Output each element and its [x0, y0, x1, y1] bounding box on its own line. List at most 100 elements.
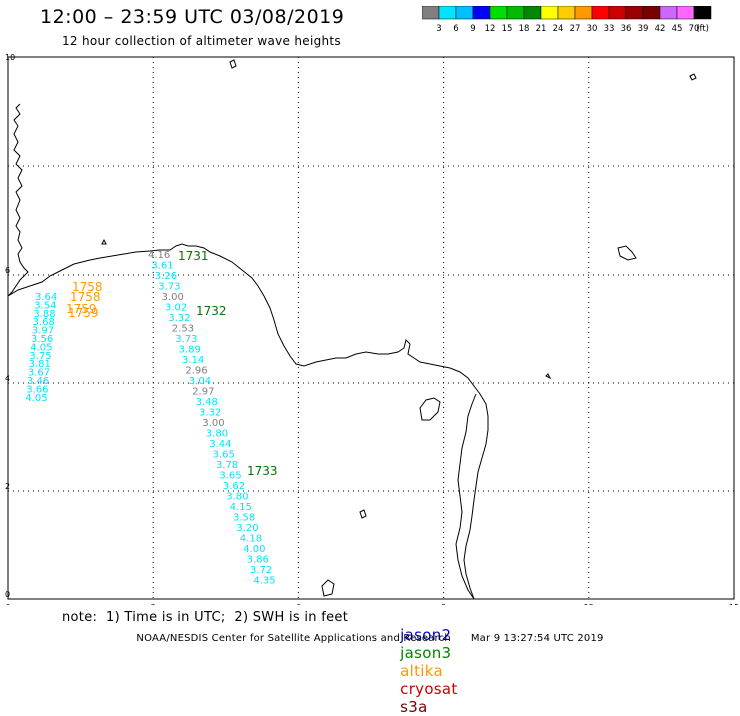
track-value: 3.75	[29, 351, 51, 362]
track-value: 3.00	[162, 292, 184, 303]
track-value: 3.56	[31, 334, 53, 345]
colorbar-label: 15	[502, 24, 513, 34]
colorbar-label: 30	[587, 24, 598, 34]
island-east	[617, 245, 637, 261]
island-ne	[689, 73, 697, 81]
colorbar-label: 45	[672, 24, 683, 34]
track-value: 3.62	[223, 481, 245, 492]
track-value: 2.96	[185, 366, 207, 377]
x-tick-label: 9	[441, 603, 446, 605]
pass-time-label: 1732	[196, 304, 227, 318]
legend-jason2: jason2	[400, 626, 452, 644]
track-value: 2.97	[192, 387, 214, 398]
pass-time-label: 1759	[68, 306, 99, 320]
track-value: 3.66	[26, 384, 48, 395]
footer-org: NOAA/NESDIS Center for Satellite Applica…	[136, 633, 451, 644]
x-tick-label: 12	[584, 603, 594, 605]
pass-time-label: 1733	[247, 464, 278, 478]
satellite-legend: jason2 jason3 altika cryosat s3a	[390, 608, 468, 716]
axis-tick-labels: 0 3 6 9 12 15 0 2 4 6 10	[5, 53, 739, 605]
wave-height-colorbar: 3 6 9 12 15 18 21 24 27 30 33 36 39 42 45 70(ft)	[422, 6, 712, 34]
track-value: 3.80	[206, 429, 228, 440]
track-value: 4.16	[148, 250, 170, 261]
track-value: 3.04	[189, 376, 211, 387]
y-tick-label: 10	[5, 53, 15, 62]
colorbar-label: 24	[553, 24, 564, 34]
track-value: 3.80	[226, 492, 248, 503]
island-south	[321, 579, 335, 597]
colorbar-unit: (ft)	[696, 24, 709, 34]
track-value: 3.44	[209, 439, 231, 450]
x-tick-label: 6	[296, 603, 301, 605]
track-value: 4.00	[243, 544, 265, 555]
coastline	[7, 59, 697, 600]
track-value: 3.14	[182, 355, 204, 366]
track-value: 4.35	[253, 576, 275, 587]
track-value: 2.53	[172, 324, 194, 335]
footer-timestamp: Mar 9 13:27:54 UTC 2019	[470, 633, 604, 644]
track-value: 3.72	[250, 565, 272, 576]
track-value: 3.88	[33, 309, 55, 320]
coastline-north	[7, 243, 489, 600]
map-note: note: 1) Time is in UTC; 2) SWH is in fe…	[62, 610, 349, 625]
track-value: 3.61	[151, 261, 173, 272]
track-value: 3.97	[32, 326, 54, 337]
track-value: 3.81	[29, 359, 51, 370]
pass-time-label: 1758	[72, 280, 103, 294]
x-tick-label: 15	[729, 603, 739, 605]
map-subtitle: 12 hour collection of altimeter wave hei…	[62, 34, 341, 48]
legend-s3a: s3a	[400, 698, 428, 716]
colorbar-label: 12	[485, 24, 496, 34]
track-value: 3.65	[219, 471, 241, 482]
pass-time-label: 1758	[70, 290, 101, 304]
colorbar-label: 39	[638, 24, 649, 34]
x-tick-label: 0	[5, 603, 10, 605]
track-value: 3.67	[28, 368, 50, 379]
x-tick-label: 3	[151, 603, 156, 605]
colorbar-label: 42	[655, 24, 666, 34]
pass-time-label: 1731	[178, 249, 209, 263]
track-value: 3.00	[202, 418, 224, 429]
footer: NOAA/NESDIS Center for Satellite Applica…	[0, 633, 740, 644]
coastline-peninsula	[455, 393, 477, 600]
track-value: 3.46	[27, 376, 49, 387]
map-frame	[7, 56, 735, 600]
y-tick-label: 0	[5, 590, 10, 599]
lake	[419, 397, 441, 421]
colorbar-swatch	[693, 6, 712, 20]
track-value: 3.73	[158, 282, 180, 293]
island-e2	[545, 373, 552, 380]
colorbar-label: 18	[519, 24, 530, 34]
track-value: 3.78	[216, 460, 238, 471]
colorbar-label: 21	[536, 24, 547, 34]
legend-jason3: jason3	[400, 644, 452, 662]
wave-height-map[interactable]: 03691215024610 3.643.543.883.683.973.564…	[0, 0, 740, 605]
track-value: 3.32	[199, 408, 221, 419]
track-value: 4.15	[230, 502, 252, 513]
colorbar-label: 33	[604, 24, 615, 34]
track-value: 3.32	[168, 313, 190, 324]
track-value: 3.86	[247, 555, 269, 566]
island-sw	[359, 509, 367, 519]
track-value: 3.64	[35, 292, 57, 303]
track-value: 3.26	[155, 271, 177, 282]
colorbar-label: 70	[689, 24, 700, 34]
y-tick-label: 4	[5, 374, 10, 383]
track-value: 3.02	[165, 303, 187, 314]
track-value: 3.48	[196, 397, 218, 408]
colorbar-label: 27	[570, 24, 581, 34]
y-tick-label: 6	[5, 266, 10, 275]
track-value: 4.05	[25, 393, 47, 404]
track-value: 3.73	[175, 334, 197, 345]
island-north	[229, 59, 237, 69]
colorbar-label: 6	[453, 24, 458, 34]
altimeter-tracks: 3.643.543.883.683.973.564.053.753.813.67…	[25, 250, 275, 587]
legend-cryosat: cryosat	[400, 680, 458, 698]
coastline-west	[7, 103, 29, 297]
map-grid	[8, 57, 734, 599]
track-value: 3.89	[179, 345, 201, 356]
track-value: 4.18	[240, 534, 262, 545]
colorbar-label: 3	[436, 24, 441, 34]
map-title: 12:00 – 23:59 UTC 03/08/2019	[40, 6, 345, 28]
